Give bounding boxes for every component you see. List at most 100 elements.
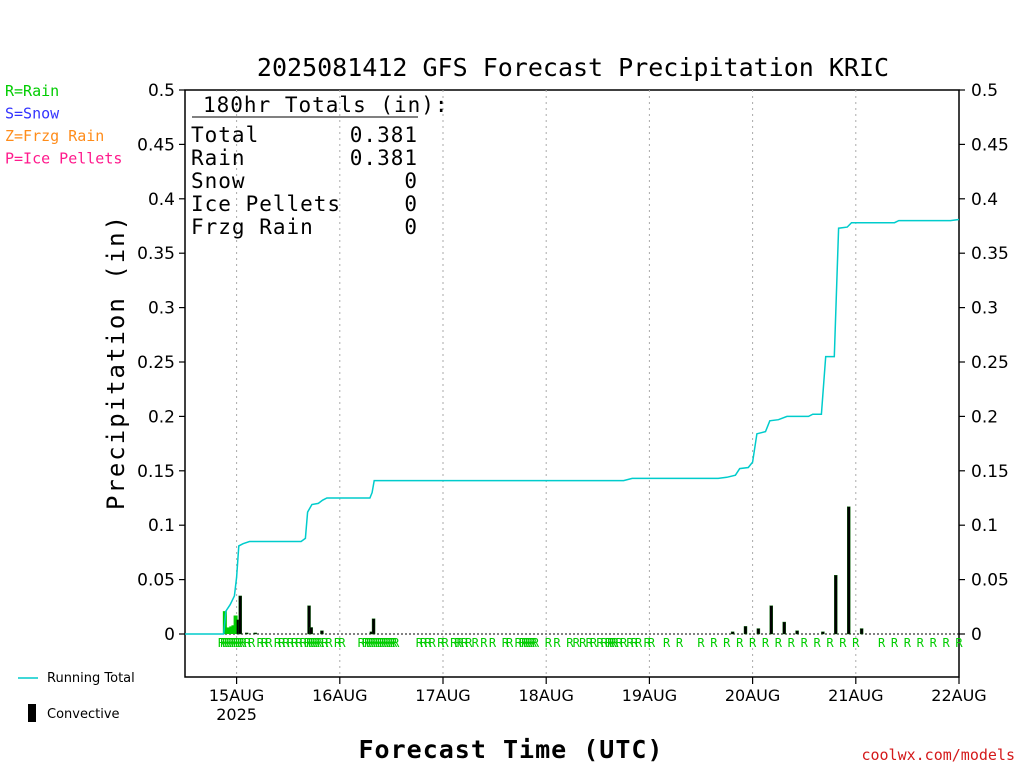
type-marker: R <box>502 636 510 650</box>
type-marker: R <box>338 636 346 650</box>
type-marker: R <box>235 636 243 650</box>
type-marker: R <box>334 636 342 650</box>
totals-label: Rain <box>191 146 246 170</box>
type-legend-entry: Z=Frzg Rain <box>5 127 104 145</box>
totals-value: 0 <box>404 192 418 216</box>
type-marker: R <box>601 636 609 650</box>
y-tick-label-right: 0.2 <box>971 407 998 427</box>
totals-label: Ice Pellets <box>191 192 341 216</box>
type-marker: R <box>450 636 458 650</box>
plot-frame <box>184 89 960 678</box>
type-marker: R <box>437 636 445 650</box>
type-marker: R <box>813 636 821 650</box>
type-marker: R <box>424 636 432 650</box>
type-marker: R <box>220 636 228 650</box>
type-marker: R <box>308 636 316 650</box>
type-marker: R <box>274 636 282 650</box>
y-tick-label-left: 0.25 <box>137 353 175 373</box>
totals-value: 0.381 <box>350 123 418 147</box>
bar-convective <box>859 628 864 635</box>
type-marker: R <box>586 636 594 650</box>
bar-convective <box>244 632 249 635</box>
type-marker: R <box>390 636 398 650</box>
type-marker: R <box>532 636 540 650</box>
running-total-line <box>185 218 960 635</box>
x-tick-label: 19AUG <box>622 686 677 705</box>
y-axis-label: Precipitation (in) <box>102 214 130 510</box>
type-marker: R <box>218 636 226 650</box>
type-marker: R <box>472 636 480 650</box>
type-marker: R <box>749 636 757 650</box>
credit-text: coolwx.com/models <box>861 746 1015 764</box>
type-marker: R <box>282 636 290 650</box>
type-marker: R <box>291 636 299 650</box>
type-marker: R <box>523 636 531 650</box>
y-tick-label-left: 0 <box>164 625 175 645</box>
type-marker: R <box>697 636 705 650</box>
type-marker: R <box>528 636 536 650</box>
y-tick-label-right: 0.35 <box>971 244 1009 264</box>
totals-box: 180hr Totals (in): Total 0.381 Rain 0.381 Sn… <box>191 93 448 239</box>
type-marker: R <box>416 636 424 650</box>
grid <box>236 90 857 677</box>
type-marker: R <box>366 636 374 650</box>
y-tick-label-right: 0 <box>971 625 982 645</box>
type-marker: R <box>224 636 232 650</box>
totals-value: 0 <box>404 169 418 193</box>
type-marker: R <box>930 636 938 650</box>
bar-rain <box>233 615 238 634</box>
type-marker: R <box>775 636 783 650</box>
type-marker: R <box>368 636 376 650</box>
type-marker: R <box>519 636 527 650</box>
type-marker: R <box>420 636 428 650</box>
type-marker: R <box>891 636 899 650</box>
bar-convective <box>834 575 838 635</box>
totals-value: 0.381 <box>350 146 418 170</box>
type-marker: R <box>295 636 303 650</box>
y-axis-ticks: 0 00.05 0.050.1 0.10.15 0.150.2 0.20.25 0.250.… <box>137 81 1009 645</box>
bar-convective <box>795 630 799 635</box>
type-marker: R <box>489 636 497 650</box>
x-tick-label: 22AUG <box>931 686 986 705</box>
y-tick-label-left: 0.15 <box>137 462 175 482</box>
type-marker: R <box>457 636 465 650</box>
type-marker: R <box>480 636 488 650</box>
x-axis-label: Forecast Time (UTC) <box>359 735 664 764</box>
type-marker: R <box>611 636 619 650</box>
type-marker: R <box>723 636 731 650</box>
type-marker: R <box>442 636 450 650</box>
type-marker: R <box>631 636 639 650</box>
type-marker: R <box>596 636 604 650</box>
y-tick-label-left: 0.4 <box>148 190 175 210</box>
type-marker: R <box>620 636 628 650</box>
y-tick-label-left: 0.3 <box>148 299 175 319</box>
totals-rows: Total 0.381 Rain 0.381 Snow 0 Ice Pellets 0 Frzg… <box>191 123 418 239</box>
type-marker: R <box>358 636 366 650</box>
type-marker: R <box>373 636 381 650</box>
type-marker: R <box>788 636 796 650</box>
type-marker: R <box>388 636 396 650</box>
type-marker: R <box>644 636 652 650</box>
type-legend-entry: R=Rain <box>5 82 59 100</box>
type-marker: R <box>381 636 389 650</box>
type-marker: R <box>287 636 295 650</box>
type-marker: R <box>222 636 230 650</box>
type-marker: R <box>386 636 394 650</box>
type-marker: R <box>573 636 581 650</box>
type-marker: R <box>315 636 323 650</box>
convective-legend-swatch <box>28 704 36 722</box>
y-tick-label-right: 0.5 <box>971 81 998 101</box>
type-marker: R <box>304 636 312 650</box>
type-marker: R <box>626 636 634 650</box>
type-marker: R <box>454 636 462 650</box>
type-marker: R <box>461 636 469 650</box>
type-marker: R <box>904 636 912 650</box>
type-marker: R <box>545 636 553 650</box>
type-marker: R <box>553 636 561 650</box>
type-marker: R <box>465 636 473 650</box>
type-marker: R <box>955 636 963 650</box>
type-marker: R <box>852 636 860 650</box>
type-marker: R <box>392 636 400 650</box>
